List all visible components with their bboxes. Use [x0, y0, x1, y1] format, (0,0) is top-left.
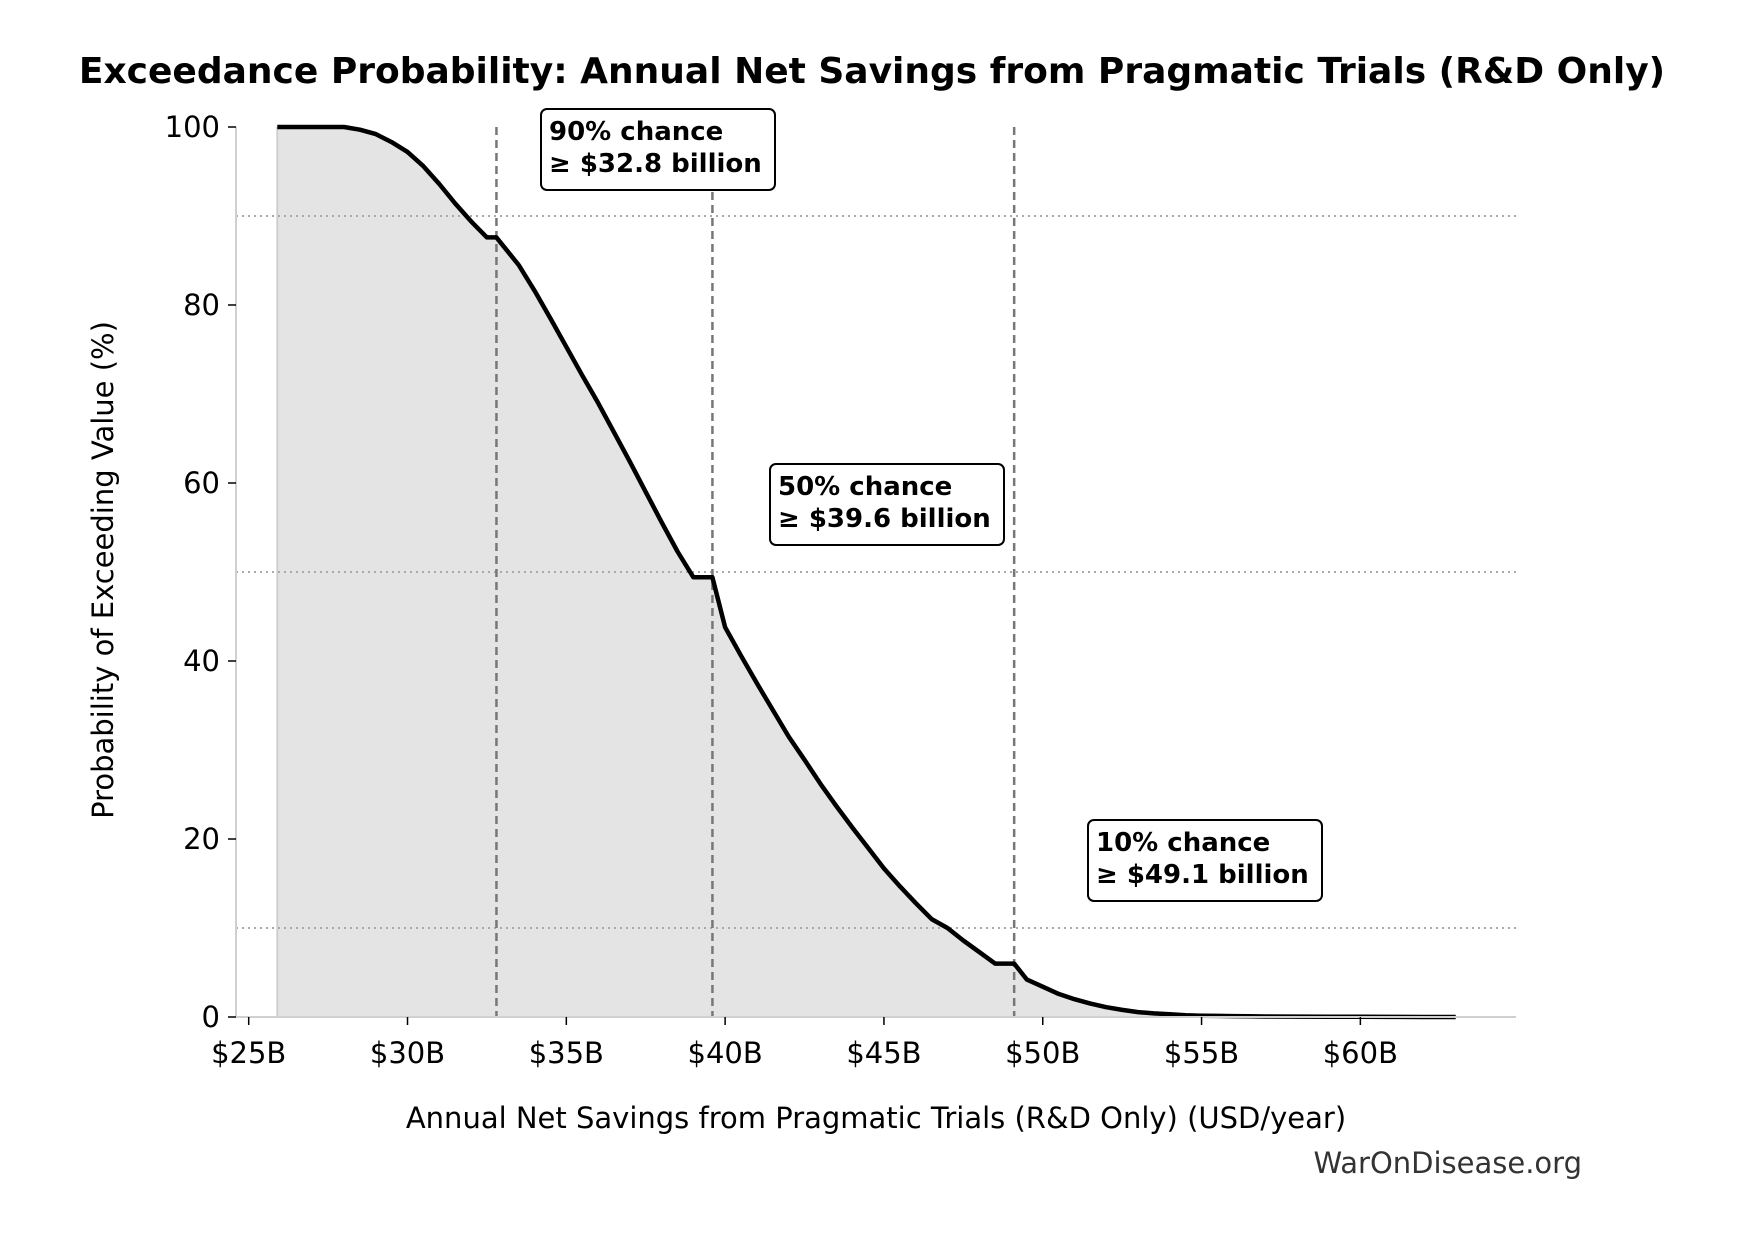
x-axis-label: Annual Net Savings from Pragmatic Trials…: [406, 1101, 1346, 1135]
watermark: WarOnDisease.org: [1313, 1146, 1582, 1180]
x-tick-label: $30B: [370, 1036, 445, 1070]
y-tick-label: 100: [165, 110, 220, 144]
x-tick-label: $40B: [688, 1036, 763, 1070]
x-tick-label: $55B: [1164, 1036, 1239, 1070]
area-fill: [277, 127, 1456, 1017]
annotation-probability: 50% chance: [778, 472, 952, 502]
axes-layer: $25B $30B $35B $40B $45B $50B $55B $60B 0 20 40 60 8…: [165, 110, 1516, 1070]
y-tick-label: 20: [183, 822, 220, 856]
annotation-threshold: ≥ $39.6 billion: [778, 504, 991, 534]
x-tick-label: $45B: [846, 1036, 921, 1070]
annotation-frame: [1087, 819, 1323, 902]
x-tick-label: $60B: [1323, 1036, 1398, 1070]
y-tick-label: 40: [183, 644, 220, 678]
annotation-frame: [540, 108, 776, 191]
chart-title: Exceedance Probability: Annual Net Savin…: [79, 51, 1665, 92]
exceedance-curve: [277, 124, 1456, 1020]
annotation-threshold: ≥ $32.8 billion: [549, 149, 762, 179]
y-tick-label: 0: [202, 1000, 220, 1034]
annotation-threshold: ≥ $49.1 billion: [1096, 860, 1309, 890]
annotations-layer: 90% chance≥ $32.8 billion 50% chance≥ $39…: [540, 108, 1323, 902]
annotation-box: 50% chance≥ $39.6 billion: [769, 463, 1005, 546]
x-tick-label: $35B: [529, 1036, 604, 1070]
annotation-box: 90% chance≥ $32.8 billion: [540, 108, 776, 191]
area-fill-layer: [276, 127, 1456, 1017]
annotation-frame: [769, 463, 1005, 546]
annotation-probability: 90% chance: [549, 117, 723, 147]
curve-layer: [277, 124, 1456, 1020]
y-axis-label: Probability of Exceeding Value (%): [86, 321, 120, 819]
x-tick-label: $50B: [1005, 1036, 1080, 1070]
reference-lines-layer: [236, 127, 1516, 1017]
x-tick-label: $25B: [211, 1036, 286, 1070]
annotation-probability: 10% chance: [1096, 828, 1270, 858]
annotation-box: 10% chance≥ $49.1 billion: [1087, 819, 1323, 902]
y-tick-label: 60: [183, 466, 220, 500]
y-tick-label: 80: [183, 288, 220, 322]
